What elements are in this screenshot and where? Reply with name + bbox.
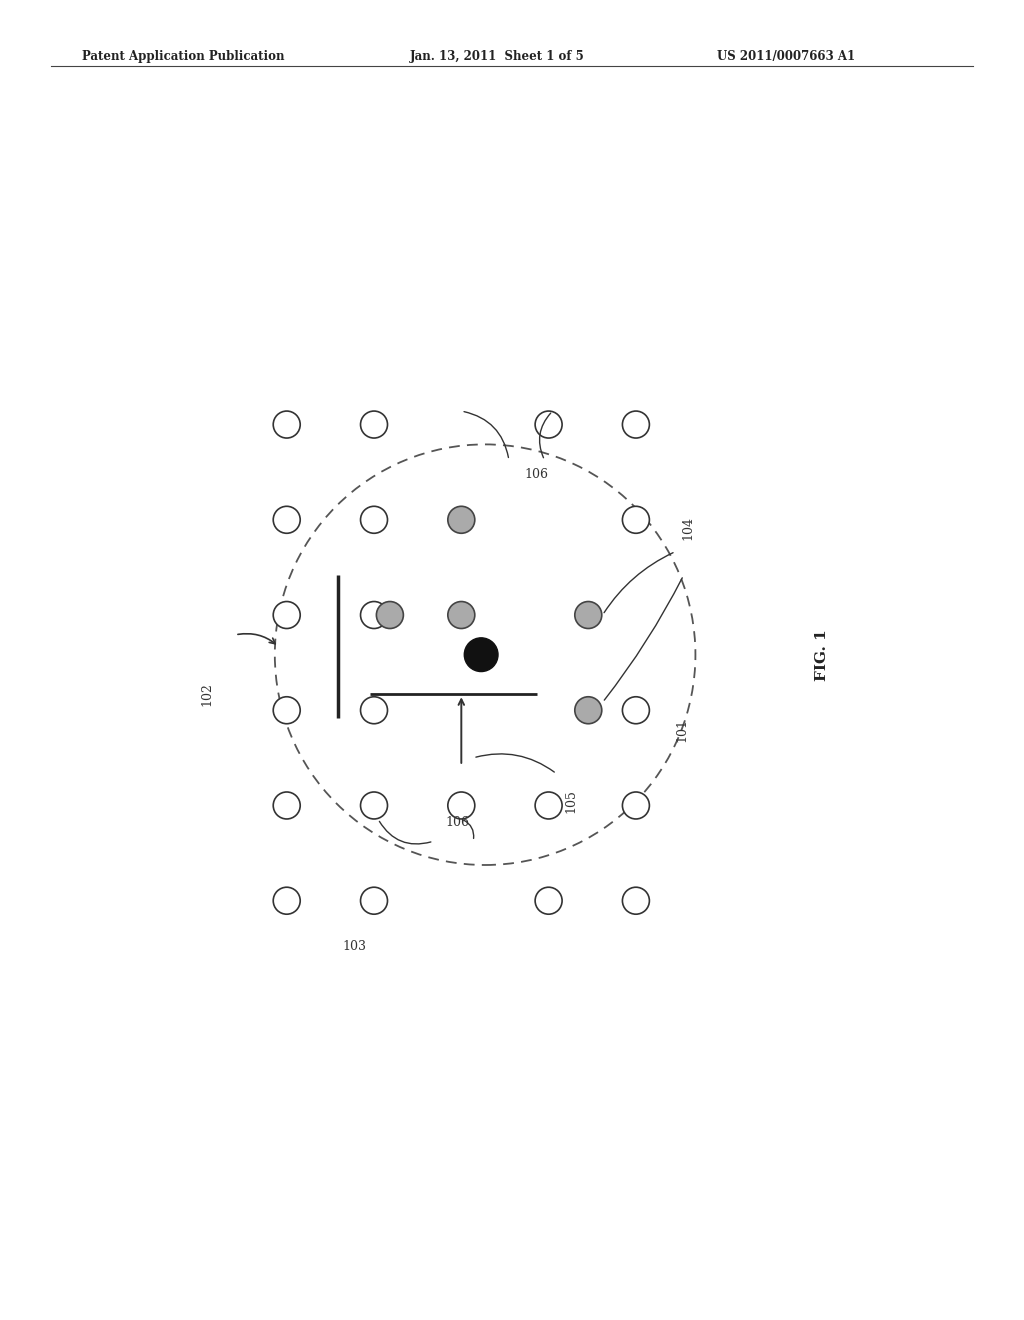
Text: 102: 102	[201, 682, 214, 706]
Circle shape	[623, 887, 649, 915]
Circle shape	[623, 411, 649, 438]
Circle shape	[273, 602, 300, 628]
Circle shape	[447, 507, 475, 533]
Circle shape	[377, 602, 403, 628]
Circle shape	[273, 887, 300, 915]
Circle shape	[273, 411, 300, 438]
Text: Jan. 13, 2011  Sheet 1 of 5: Jan. 13, 2011 Sheet 1 of 5	[410, 50, 585, 63]
Circle shape	[273, 792, 300, 818]
Circle shape	[536, 792, 562, 818]
Text: Patent Application Publication: Patent Application Publication	[82, 50, 285, 63]
Text: 104: 104	[681, 516, 694, 540]
Circle shape	[574, 602, 602, 628]
Circle shape	[623, 792, 649, 818]
Text: 101: 101	[676, 718, 688, 742]
Circle shape	[464, 638, 498, 672]
Circle shape	[447, 602, 475, 628]
Circle shape	[536, 411, 562, 438]
Circle shape	[623, 507, 649, 533]
Text: 105: 105	[564, 789, 578, 813]
Text: FIG. 1: FIG. 1	[815, 628, 829, 681]
Circle shape	[360, 507, 387, 533]
Text: 106: 106	[445, 816, 469, 829]
Circle shape	[273, 697, 300, 723]
Text: 103: 103	[342, 940, 367, 953]
Circle shape	[536, 887, 562, 915]
Text: 106: 106	[524, 469, 549, 482]
Circle shape	[273, 507, 300, 533]
Circle shape	[360, 697, 387, 723]
Circle shape	[447, 792, 475, 818]
Circle shape	[360, 792, 387, 818]
Circle shape	[623, 697, 649, 723]
Circle shape	[574, 697, 602, 723]
Circle shape	[360, 602, 387, 628]
Circle shape	[360, 411, 387, 438]
Text: US 2011/0007663 A1: US 2011/0007663 A1	[717, 50, 855, 63]
Circle shape	[360, 887, 387, 915]
